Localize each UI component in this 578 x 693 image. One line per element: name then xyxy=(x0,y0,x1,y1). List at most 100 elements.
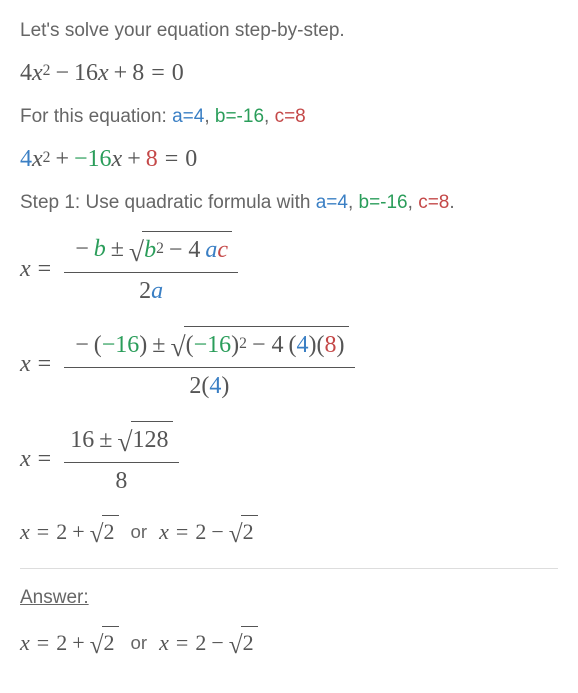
crhs: 0 xyxy=(185,143,197,177)
sep2: , xyxy=(264,106,275,127)
quadratic-formula: x = − b ± √ b2 − 4ac 2a xyxy=(20,229,558,310)
coef-a-val: a=4 xyxy=(172,106,204,127)
a-sqrt1: √ 2 xyxy=(90,626,119,661)
cb: −16 xyxy=(74,143,112,177)
ceq: = xyxy=(165,143,179,177)
a-eq2: = xyxy=(176,628,188,659)
coef-c-val: c=8 xyxy=(275,106,306,127)
sub-n16b: −16 xyxy=(194,329,232,363)
sub-exp: 2 xyxy=(239,333,247,355)
sub-m4: − 4 xyxy=(252,329,284,363)
s1c: c=8 xyxy=(418,192,449,213)
r-rad2a: 2 xyxy=(102,515,119,550)
sub-c2: ) xyxy=(231,329,239,363)
r-minus: − xyxy=(211,517,223,548)
sim-fraction: 16 ± √ 128 8 xyxy=(64,419,178,500)
sub-c3: )( xyxy=(309,329,325,363)
qf-neg: − xyxy=(75,233,89,267)
coefficients-line: For this equation: a=4, b=-16, c=8 xyxy=(20,104,558,131)
qf-eq: = xyxy=(38,253,52,287)
op-minus: − xyxy=(55,57,69,91)
intro-text: Let's solve your equation step-by-step. xyxy=(20,18,558,45)
op-plus: + xyxy=(114,57,128,91)
sim-128: 128 xyxy=(131,421,173,460)
sim-eq: = xyxy=(38,443,52,477)
a-plus: + xyxy=(72,628,84,659)
sqrt-icon5: √ xyxy=(229,517,243,552)
coef-b: 16 xyxy=(74,57,98,91)
sep1: , xyxy=(204,106,215,127)
sim-sqrt: √ 128 xyxy=(117,421,172,460)
sub-2o: 2( xyxy=(189,370,209,404)
var-x: x xyxy=(32,57,43,91)
a-2a: 2 xyxy=(56,628,67,659)
a-or: or xyxy=(131,630,148,656)
sub-sqrt: √ (−16)2 − 4(4)(8) xyxy=(170,326,348,365)
sqrt-icon4: √ xyxy=(90,517,104,552)
simplified-formula: x = 16 ± √ 128 8 xyxy=(20,419,558,500)
qf-c: c xyxy=(217,234,228,268)
sub-neg: − xyxy=(75,329,89,363)
exp-2: 2 xyxy=(43,60,51,82)
r-x1: x xyxy=(20,517,30,548)
equals: = xyxy=(151,57,165,91)
a-sqrt2: √ 2 xyxy=(229,626,258,661)
r-rad2b: 2 xyxy=(241,515,258,550)
cvar: x xyxy=(32,143,43,177)
qf-sqrt: √ b2 − 4ac xyxy=(129,231,232,270)
a-rad2b: 2 xyxy=(241,626,258,661)
sub-eq: = xyxy=(38,348,52,382)
sub-fraction: − (−16) ± √ (−16)2 − 4(4)(8) 2(4) xyxy=(64,324,354,405)
sim-16: 16 xyxy=(70,424,94,458)
qf-exp: 2 xyxy=(156,238,164,260)
qf-pm: ± xyxy=(111,233,124,267)
result-line: x = 2 + √ 2 or x = 2 − √ 2 xyxy=(20,515,558,550)
var-x2: x xyxy=(98,57,109,91)
substituted-formula: x = − (−16) ± √ (−16)2 − 4(4)(8) 2(4) xyxy=(20,324,558,405)
sub-n16: −16 xyxy=(102,329,140,363)
cvar2: x xyxy=(112,143,123,177)
sqrt-icon7: √ xyxy=(229,628,243,663)
sqrt-icon2: √ xyxy=(170,328,185,367)
coef-b-val: b=-16 xyxy=(215,106,264,127)
qf-2: 2 xyxy=(139,275,151,309)
a-minus: − xyxy=(211,628,223,659)
sub-c4: ) xyxy=(337,329,345,363)
qf-b: b xyxy=(94,233,106,267)
cplus2: + xyxy=(127,143,141,177)
cc: 8 xyxy=(146,143,158,177)
qf-a2: a xyxy=(151,275,163,309)
sim-x: x xyxy=(20,443,31,477)
r-2a: 2 xyxy=(56,517,67,548)
qf-fraction: − b ± √ b2 − 4ac 2a xyxy=(64,229,238,310)
r-sqrt1: √ 2 xyxy=(90,515,119,550)
sim-pm: ± xyxy=(99,424,112,458)
sub-o1: ( xyxy=(94,329,102,363)
answer-line: x = 2 + √ 2 or x = 2 − √ 2 xyxy=(20,626,558,661)
coef-a: 4 xyxy=(20,57,32,91)
s1sep2: , xyxy=(408,192,419,213)
r-plus: + xyxy=(72,517,84,548)
a-eq1: = xyxy=(37,628,49,659)
sub-c5: ) xyxy=(221,370,229,404)
sqrt-icon3: √ xyxy=(117,423,132,462)
sim-8: 8 xyxy=(109,463,133,501)
sub-8: 8 xyxy=(325,329,337,363)
r-eq1: = xyxy=(37,517,49,548)
qf-b2: b xyxy=(144,234,156,268)
sub-o3: ( xyxy=(289,329,297,363)
sqrt-icon: √ xyxy=(129,233,144,272)
sub-x: x xyxy=(20,348,31,382)
r-sqrt2: √ 2 xyxy=(229,515,258,550)
sub-4b: 4 xyxy=(209,370,221,404)
colored-equation: 4x2 + −16x + 8 = 0 xyxy=(20,143,558,177)
a-x2: x xyxy=(159,628,169,659)
a-2b: 2 xyxy=(195,628,206,659)
qf-x: x xyxy=(20,253,31,287)
cexp: 2 xyxy=(43,147,51,169)
qf-m4: − 4 xyxy=(169,234,201,268)
s1period: . xyxy=(449,192,454,213)
r-x2: x xyxy=(159,517,169,548)
a-rad2a: 2 xyxy=(102,626,119,661)
rhs-zero: 0 xyxy=(172,57,184,91)
